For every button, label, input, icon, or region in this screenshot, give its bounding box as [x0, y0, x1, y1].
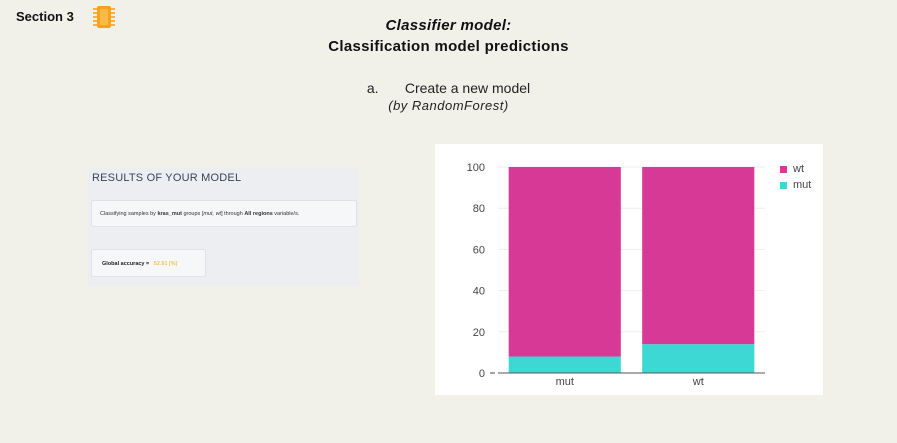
bar-mut-mut	[508, 356, 621, 373]
legend-swatch-wt	[780, 165, 787, 173]
y-tick-label: 100	[467, 162, 485, 174]
chart-legend: wt mut	[780, 161, 811, 193]
desc-suffix: variable/s.	[274, 211, 300, 217]
y-tick-label: 20	[473, 327, 485, 339]
section-label: Section 3	[16, 9, 74, 24]
bar-chart: 0 20 40 60 80 100 mut wt	[467, 162, 765, 388]
desc-groups: mut, wt	[203, 211, 222, 217]
chip-icon	[93, 6, 115, 28]
accuracy-box: Global accuracy = 52.91 [%]	[91, 249, 206, 277]
desc-prefix: Classifying samples by	[100, 211, 156, 217]
bar-wt-mut	[508, 167, 621, 357]
accuracy-value: 52.91 [%]	[153, 261, 178, 267]
page-title: Classifier model:	[385, 17, 512, 34]
desc-regions: All regions	[244, 211, 273, 217]
y-tick-label: 80	[473, 203, 485, 215]
bar-mut-wt	[642, 344, 755, 373]
legend-item-wt[interactable]: wt	[780, 161, 811, 177]
desc-variable: kras_mut	[157, 211, 182, 217]
legend-swatch-mut	[780, 181, 787, 189]
legend-label-mut: mut	[793, 179, 812, 191]
bar-wt-wt	[642, 167, 755, 345]
y-tick-label: 60	[473, 244, 485, 256]
y-tick-label: 0	[479, 368, 485, 380]
x-tick-label: mut	[556, 376, 574, 388]
step-text: Create a new model	[404, 80, 531, 96]
step-line: a. Create a new model	[0, 80, 897, 96]
results-panel: RESULTS OF YOUR MODEL Classifying sample…	[88, 168, 359, 286]
legend-item-mut[interactable]: mut	[780, 177, 811, 193]
results-description: Classifying samples by kras_mut groups […	[91, 200, 357, 227]
accuracy-label: Global accuracy =	[102, 261, 150, 267]
desc-groups-prefix: groups [	[183, 211, 204, 217]
legend-label-wt: wt	[793, 163, 804, 175]
chart-panel: 0 20 40 60 80 100 mut wt wt mut	[435, 144, 823, 395]
desc-groups-suffix: ] through	[221, 211, 243, 217]
page-subtitle: Classification model predictions	[328, 38, 569, 55]
step-subtext: (by RandomForest)	[388, 98, 509, 113]
y-tick-label: 40	[473, 286, 485, 298]
x-tick-label: wt	[692, 376, 704, 388]
step-marker: a.	[366, 80, 379, 96]
results-title: RESULTS OF YOUR MODEL	[92, 172, 242, 184]
